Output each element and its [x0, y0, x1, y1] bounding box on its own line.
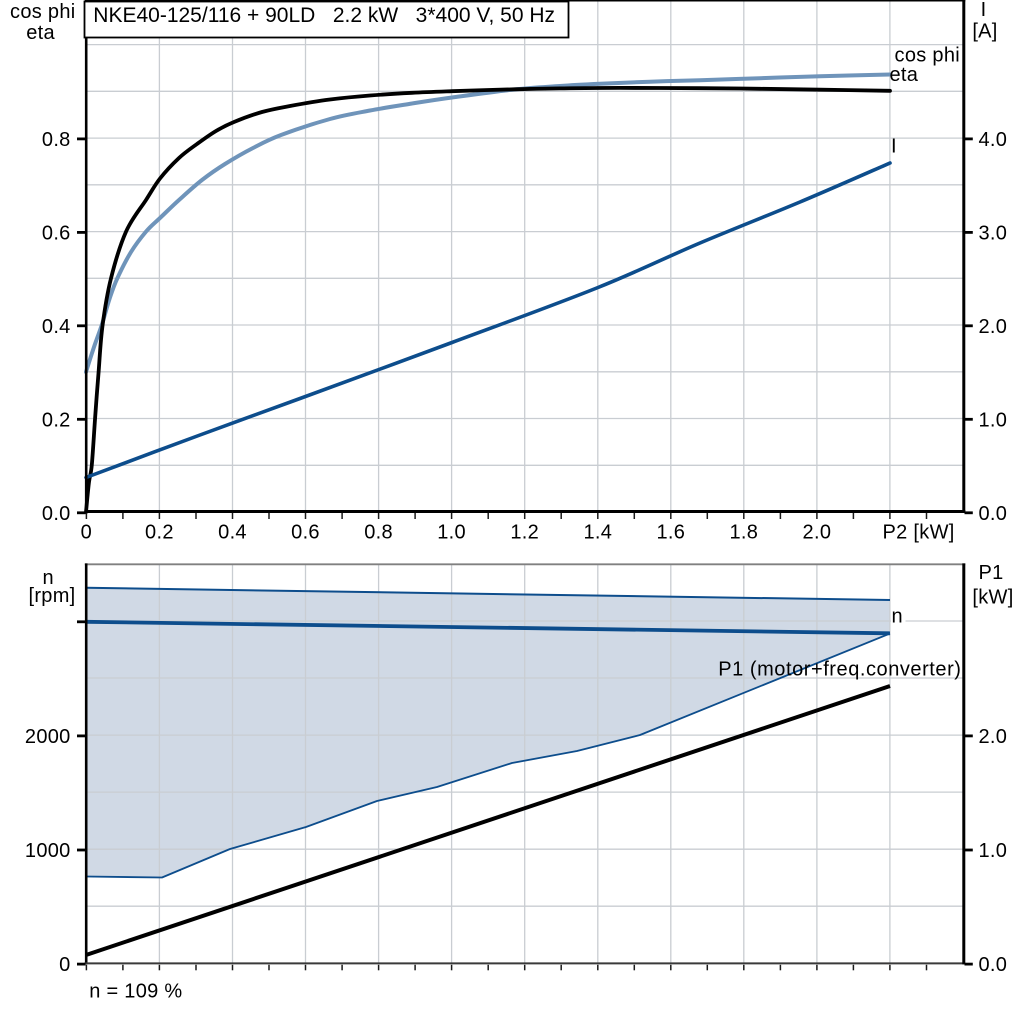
- svg-text:0.8: 0.8: [42, 129, 71, 151]
- svg-text:P1 (motor+freq.converter): P1 (motor+freq.converter): [718, 659, 961, 681]
- svg-text:0: 0: [59, 954, 70, 976]
- svg-text:cos phi: cos phi: [10, 1, 75, 23]
- svg-text:NKE40-125/116 + 90LD 2.2 kW: NKE40-125/116 + 90LD 2.2 kW 3*400 V, 50 …: [93, 4, 555, 27]
- svg-text:0.6: 0.6: [291, 521, 320, 543]
- svg-text:1.0: 1.0: [979, 409, 1008, 431]
- svg-text:n: n: [42, 567, 53, 589]
- svg-text:2.0: 2.0: [803, 521, 832, 543]
- svg-text:1.2: 1.2: [510, 521, 539, 543]
- svg-text:P2 [kW]: P2 [kW]: [883, 521, 955, 543]
- svg-text:eta: eta: [890, 64, 919, 86]
- svg-text:1000: 1000: [25, 840, 71, 862]
- svg-text:0.0: 0.0: [42, 503, 71, 525]
- svg-text:0.0: 0.0: [979, 503, 1008, 525]
- svg-text:[rpm]: [rpm]: [28, 585, 75, 607]
- svg-text:2.0: 2.0: [979, 726, 1008, 748]
- svg-text:P1: P1: [978, 562, 1003, 584]
- svg-text:1.8: 1.8: [729, 521, 758, 543]
- svg-text:1.0: 1.0: [437, 521, 466, 543]
- svg-text:0.2: 0.2: [42, 409, 71, 431]
- svg-text:0.4: 0.4: [42, 316, 71, 338]
- svg-text:I: I: [891, 135, 897, 157]
- svg-text:2000: 2000: [25, 726, 71, 748]
- svg-text:n: n: [892, 605, 903, 627]
- svg-text:n = 109 %: n = 109 %: [89, 980, 182, 1002]
- svg-text:0.6: 0.6: [42, 222, 71, 244]
- svg-text:2.0: 2.0: [979, 316, 1008, 338]
- svg-text:I: I: [981, 0, 987, 21]
- svg-text:1.4: 1.4: [583, 521, 612, 543]
- svg-text:0: 0: [81, 521, 92, 543]
- svg-text:[A]: [A]: [972, 21, 997, 43]
- svg-text:0.4: 0.4: [218, 521, 247, 543]
- svg-text:eta: eta: [26, 22, 55, 44]
- svg-text:1.0: 1.0: [979, 840, 1008, 862]
- svg-text:cos phi: cos phi: [895, 45, 960, 67]
- svg-text:1.6: 1.6: [656, 521, 685, 543]
- svg-text:0.0: 0.0: [979, 954, 1008, 976]
- svg-text:0.2: 0.2: [145, 521, 174, 543]
- svg-text:0.8: 0.8: [364, 521, 393, 543]
- svg-text:3.0: 3.0: [979, 222, 1008, 244]
- svg-text:[kW]: [kW]: [972, 587, 1013, 609]
- svg-text:4.0: 4.0: [979, 129, 1008, 151]
